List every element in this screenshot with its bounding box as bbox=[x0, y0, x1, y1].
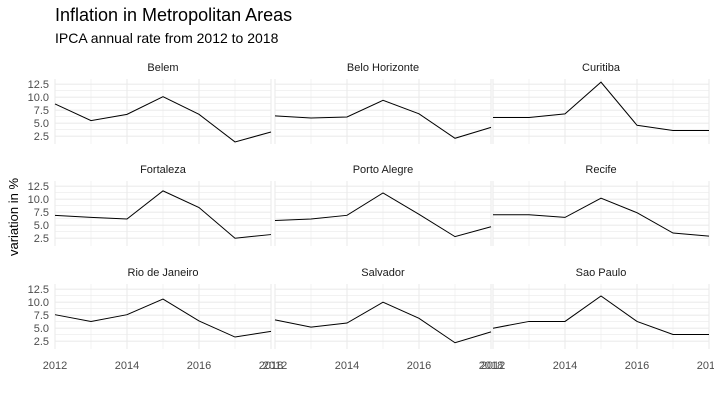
facet-label-rio-de-janeiro: Rio de Janeiro bbox=[128, 267, 199, 279]
chart-subtitle: IPCA annual rate from 2012 to 2018 bbox=[55, 30, 279, 46]
x-tick-label: 2018 bbox=[479, 360, 503, 372]
y-tick-label: 7.5 bbox=[34, 207, 49, 219]
y-tick-label: 10.0 bbox=[28, 194, 49, 206]
y-tick-label: 2.5 bbox=[34, 336, 49, 348]
x-tick-label: 2018 bbox=[259, 360, 283, 372]
x-tick-label: 2012 bbox=[263, 360, 287, 372]
chart-title: Inflation in Metropolitan Areas bbox=[55, 5, 293, 25]
series-line-belem bbox=[54, 96, 272, 143]
facet-label-salvador: Salvador bbox=[361, 267, 405, 279]
facet-label-recife: Recife bbox=[585, 164, 616, 176]
y-tick-label: 5.0 bbox=[34, 323, 49, 335]
y-tick-label: 10.0 bbox=[28, 92, 49, 104]
x-tick-label: 2016 bbox=[187, 360, 211, 372]
series-line-belo-horizonte bbox=[274, 99, 492, 139]
y-tick-label: 10.0 bbox=[28, 297, 49, 309]
y-axis-title: variation in % bbox=[6, 178, 21, 256]
facet-label-curitiba: Curitiba bbox=[582, 62, 621, 74]
y-tick-label: 2.5 bbox=[34, 233, 49, 245]
series-line-porto-alegre bbox=[274, 192, 492, 238]
series-line-recife bbox=[493, 197, 710, 237]
y-tick-label: 7.5 bbox=[34, 310, 49, 322]
y-tick-label: 12.5 bbox=[28, 181, 49, 193]
x-tick-label: 2016 bbox=[407, 360, 431, 372]
x-tick-label: 2018 bbox=[697, 360, 714, 372]
y-tick-label: 5.0 bbox=[34, 220, 49, 232]
y-tick-label: 2.5 bbox=[34, 131, 49, 143]
series-line-curitiba bbox=[493, 81, 709, 131]
x-tick-label: 2014 bbox=[115, 360, 139, 372]
y-tick-label: 12.5 bbox=[28, 79, 49, 91]
y-tick-label: 7.5 bbox=[34, 105, 49, 117]
y-tick-label: 5.0 bbox=[34, 118, 49, 130]
grid-layer bbox=[54, 79, 710, 349]
facet-label-belem: Belem bbox=[147, 62, 178, 74]
facet-label-belo-horizonte: Belo Horizonte bbox=[347, 62, 419, 74]
facet-label-porto-alegre: Porto Alegre bbox=[353, 164, 414, 176]
y-tick-label: 12.5 bbox=[28, 284, 49, 296]
series-line-salvador bbox=[274, 301, 492, 344]
facet-label-sao-paulo: Sao Paulo bbox=[576, 267, 627, 279]
x-tick-label: 2016 bbox=[625, 360, 649, 372]
x-tick-label: 2014 bbox=[335, 360, 359, 372]
series-line-fortaleza bbox=[54, 190, 272, 239]
x-tick-label: 2012 bbox=[481, 360, 505, 372]
series-line-sao-paulo bbox=[492, 295, 709, 335]
facet-label-fortaleza: Fortaleza bbox=[140, 164, 187, 176]
series-layer bbox=[54, 81, 710, 344]
x-tick-label: 2014 bbox=[553, 360, 577, 372]
x-tick-label: 2012 bbox=[43, 360, 67, 372]
series-line-rio-de-janeiro bbox=[54, 298, 272, 338]
